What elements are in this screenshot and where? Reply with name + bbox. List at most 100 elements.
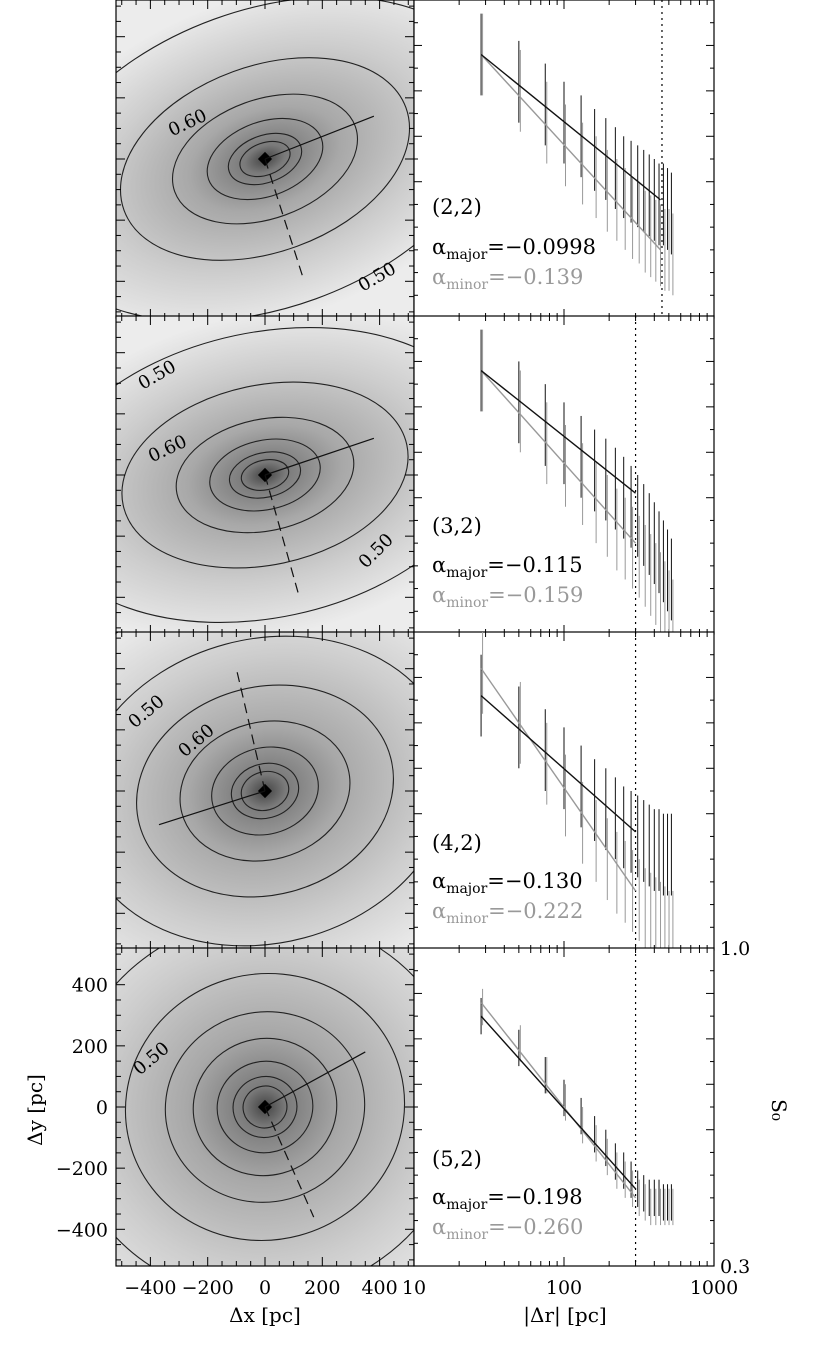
alpha-symbol: α xyxy=(432,235,446,259)
contour-line xyxy=(242,1085,288,1129)
left-ylabel: Δy [pc] xyxy=(23,1074,47,1146)
y-tick-label: 1.0 xyxy=(720,938,750,960)
alpha-symbol: α xyxy=(432,1215,446,1239)
alpha-major-label: αmajor=−0.0998 xyxy=(432,235,596,263)
minor-fit-line xyxy=(480,370,637,544)
x-tick-label: 100 xyxy=(546,1277,582,1299)
major-fit-line xyxy=(480,695,637,833)
panel-annotation: (4,2) xyxy=(432,831,482,855)
contour-line xyxy=(192,1037,338,1177)
y-tick-label: −400 xyxy=(56,1219,108,1241)
contour-line xyxy=(171,93,359,225)
contour-line xyxy=(209,438,321,512)
y-tick-label: 0 xyxy=(96,1097,108,1119)
major-axis-line xyxy=(264,437,375,476)
alpha-major-label: αmajor=−0.198 xyxy=(432,1185,583,1213)
major-axis-line xyxy=(158,790,266,826)
alpha-subscript: minor xyxy=(446,911,488,927)
x-tick-label: −400 xyxy=(124,1277,176,1299)
contour-line xyxy=(119,57,411,261)
right-ylabel: S₀ xyxy=(767,1099,791,1121)
alpha-subscript: minor xyxy=(446,277,488,293)
contour-line xyxy=(239,140,291,178)
contour-line xyxy=(175,416,355,534)
major-axis-line xyxy=(264,1051,366,1108)
map-panel: 0.500.60 xyxy=(115,631,415,951)
y-tick-label: −200 xyxy=(56,1158,108,1180)
minor-fit-line xyxy=(480,54,662,251)
contour-line xyxy=(116,0,414,318)
x-tick-label: 10 xyxy=(402,1277,426,1299)
panel-annotation: (2,2) xyxy=(432,195,482,219)
contour-line xyxy=(232,1075,298,1139)
alpha-symbol: α xyxy=(432,869,446,893)
alpha-minor-value: =−0.159 xyxy=(488,583,583,607)
right-xlabel: |Δr| [pc] xyxy=(523,1303,606,1328)
panel-annotation: (3,2) xyxy=(432,514,482,538)
contour-line xyxy=(121,381,409,569)
alpha-subscript: minor xyxy=(446,1227,488,1243)
alpha-minor-label: αminor=−0.222 xyxy=(432,899,583,927)
contour-line xyxy=(240,459,290,491)
alpha-minor-value: =−0.260 xyxy=(488,1215,583,1239)
alpha-major-value: =−0.198 xyxy=(487,1185,582,1209)
contour-line xyxy=(230,762,300,820)
y-tick-label: 200 xyxy=(72,1036,108,1058)
alpha-symbol: α xyxy=(432,265,446,289)
alpha-subscript: major xyxy=(446,565,487,581)
x-tick-label: 400 xyxy=(361,1277,397,1299)
y-tick-label: 0.3 xyxy=(720,1256,750,1278)
contour-line xyxy=(216,1060,314,1154)
y-tick-label: 400 xyxy=(72,975,108,997)
major-fit-line xyxy=(480,369,637,494)
contour-line xyxy=(206,117,324,201)
contour-line xyxy=(240,770,290,812)
contour-line xyxy=(211,746,319,836)
contour-line xyxy=(179,720,351,862)
contour-line xyxy=(136,684,394,898)
alpha-major-label: αmajor=−0.130 xyxy=(432,869,583,897)
minor-fit-line xyxy=(480,667,637,892)
contour-line xyxy=(124,972,406,1242)
alpha-subscript: minor xyxy=(446,595,488,611)
alpha-minor-label: αminor=−0.139 xyxy=(432,265,583,293)
contour-line xyxy=(164,1011,366,1203)
map-panel: 0.500.600.50 xyxy=(115,315,415,635)
alpha-subscript: major xyxy=(446,247,487,263)
alpha-minor-value: =−0.222 xyxy=(488,899,583,923)
map-panel: 0.600.50 xyxy=(115,0,415,319)
alpha-major-value: =−0.0998 xyxy=(487,235,596,259)
alpha-major-label: αmajor=−0.115 xyxy=(432,553,583,581)
profile-panels: (2,2)αmajor=−0.0998αminor=−0.139(3,2)αma… xyxy=(402,0,750,1299)
major-fit-line xyxy=(480,53,661,201)
alpha-symbol: α xyxy=(432,899,446,923)
alpha-subscript: major xyxy=(446,881,487,897)
alpha-symbol: α xyxy=(432,1185,446,1209)
minor-axis-line xyxy=(235,668,266,792)
alpha-major-value: =−0.115 xyxy=(487,553,582,577)
alpha-symbol: α xyxy=(432,583,446,607)
x-tick-label: 0 xyxy=(259,1277,271,1299)
alpha-minor-label: αminor=−0.260 xyxy=(432,1215,583,1243)
minor-axis-line xyxy=(264,158,303,276)
panel-annotation: (5,2) xyxy=(432,1147,482,1171)
x-tick-label: 1000 xyxy=(690,1277,738,1299)
contour-line xyxy=(116,635,414,947)
major-axis-line xyxy=(264,115,375,160)
left-xlabel: Δx [pc] xyxy=(229,1303,301,1327)
alpha-minor-value: =−0.139 xyxy=(488,265,583,289)
alpha-symbol: α xyxy=(432,553,446,577)
x-tick-label: −200 xyxy=(182,1277,234,1299)
contour-line xyxy=(116,326,414,624)
map-panels: 0.600.500.500.600.500.500.600.50−400 −200… xyxy=(56,0,415,1299)
x-tick-label: 200 xyxy=(304,1277,340,1299)
minor-axis-line xyxy=(264,1106,315,1218)
contour-line xyxy=(227,132,303,186)
major-fit-line xyxy=(480,1015,637,1190)
minor-fit-line xyxy=(480,1002,637,1199)
